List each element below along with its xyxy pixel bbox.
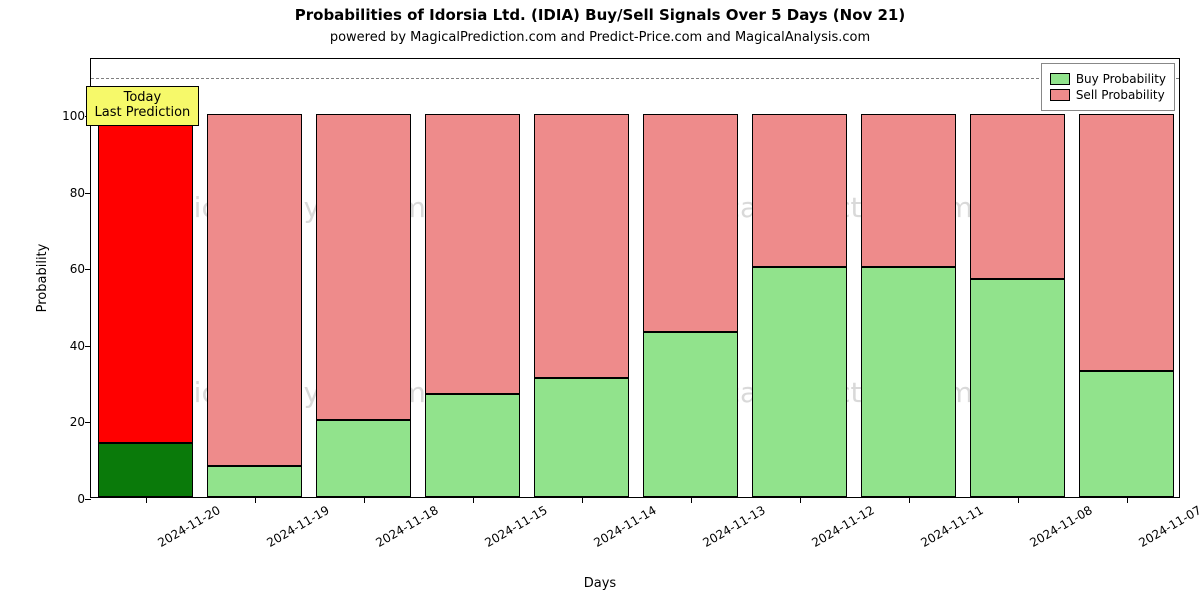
xtick-line: [255, 497, 256, 503]
xtick-line: [146, 497, 147, 503]
ytick-label: 60: [70, 262, 85, 276]
legend-swatch-buy: [1050, 73, 1070, 85]
ytick-line: [85, 346, 91, 347]
today-callout-line2: Last Prediction: [95, 106, 191, 121]
bar-sell: [861, 114, 957, 267]
bar-sell: [643, 114, 739, 332]
bar-group: [207, 57, 303, 497]
bar-sell: [970, 114, 1066, 279]
xtick-label: 2024-11-15: [482, 503, 549, 550]
ytick-label: 80: [70, 186, 85, 200]
xtick-line: [800, 497, 801, 503]
xtick-label: 2024-11-19: [264, 503, 331, 550]
legend-row-sell: Sell Probability: [1050, 88, 1166, 102]
chart-title: Probabilities of Idorsia Ltd. (IDIA) Buy…: [0, 6, 1200, 24]
xtick-line: [1018, 497, 1019, 503]
bar-buy: [425, 394, 521, 497]
chart-subtitle: powered by MagicalPrediction.com and Pre…: [0, 30, 1200, 45]
ytick-label: 20: [70, 415, 85, 429]
xtick-label: 2024-11-12: [809, 503, 876, 550]
bar-group: [534, 57, 630, 497]
xtick-label: 2024-11-13: [700, 503, 767, 550]
bar-group: [861, 57, 957, 497]
xtick-label: 2024-11-18: [373, 503, 440, 550]
bar-group: [643, 57, 739, 497]
legend-swatch-sell: [1050, 89, 1070, 101]
bar-buy: [207, 466, 303, 497]
xtick-line: [909, 497, 910, 503]
bar-sell: [752, 114, 848, 267]
today-callout-line1: Today: [95, 91, 191, 106]
chart-container: Probabilities of Idorsia Ltd. (IDIA) Buy…: [0, 0, 1200, 600]
xtick-label: 2024-11-07: [1136, 503, 1200, 550]
ytick-line: [85, 422, 91, 423]
bar-sell: [207, 114, 303, 466]
bar-group: [425, 57, 521, 497]
ytick-label: 100: [62, 109, 85, 123]
ytick-label: 40: [70, 339, 85, 353]
x-axis-label: Days: [0, 576, 1200, 591]
bar-buy: [316, 420, 412, 497]
bar-buy: [861, 267, 957, 497]
xtick-label: 2024-11-11: [918, 503, 985, 550]
bar-buy: [970, 279, 1066, 497]
bar-sell: [1079, 114, 1175, 370]
bars-layer: [91, 59, 1179, 497]
ytick-line: [85, 269, 91, 270]
bar-group: [752, 57, 848, 497]
bar-sell: [534, 114, 630, 378]
ytick-line: [85, 193, 91, 194]
xtick-line: [691, 497, 692, 503]
xtick-line: [582, 497, 583, 503]
ytick-line: [85, 499, 91, 500]
today-callout: Today Last Prediction: [86, 86, 200, 126]
ytick-label: 0: [77, 492, 85, 506]
bar-group: [1079, 57, 1175, 497]
xtick-label: 2024-11-20: [155, 503, 222, 550]
xtick-line: [1127, 497, 1128, 503]
legend: Buy Probability Sell Probability: [1041, 63, 1175, 111]
bar-group: [970, 57, 1066, 497]
bar-buy: [752, 267, 848, 497]
xtick-line: [364, 497, 365, 503]
bar-sell: [316, 114, 412, 420]
xtick-label: 2024-11-14: [591, 503, 658, 550]
plot-area: MagicalAnalysis.comMagicalPrediction.com…: [90, 58, 1180, 498]
bar-buy: [1079, 371, 1175, 497]
xtick-line: [473, 497, 474, 503]
xtick-label: 2024-11-08: [1027, 503, 1094, 550]
legend-row-buy: Buy Probability: [1050, 72, 1166, 86]
legend-label-sell: Sell Probability: [1076, 88, 1165, 102]
bar-buy: [643, 332, 739, 497]
legend-label-buy: Buy Probability: [1076, 72, 1166, 86]
bar-group: [316, 57, 412, 497]
bar-sell: [425, 114, 521, 393]
y-axis-label: Probability: [35, 244, 50, 313]
bar-buy: [98, 443, 194, 497]
bar-buy: [534, 378, 630, 497]
bar-sell: [98, 114, 194, 443]
